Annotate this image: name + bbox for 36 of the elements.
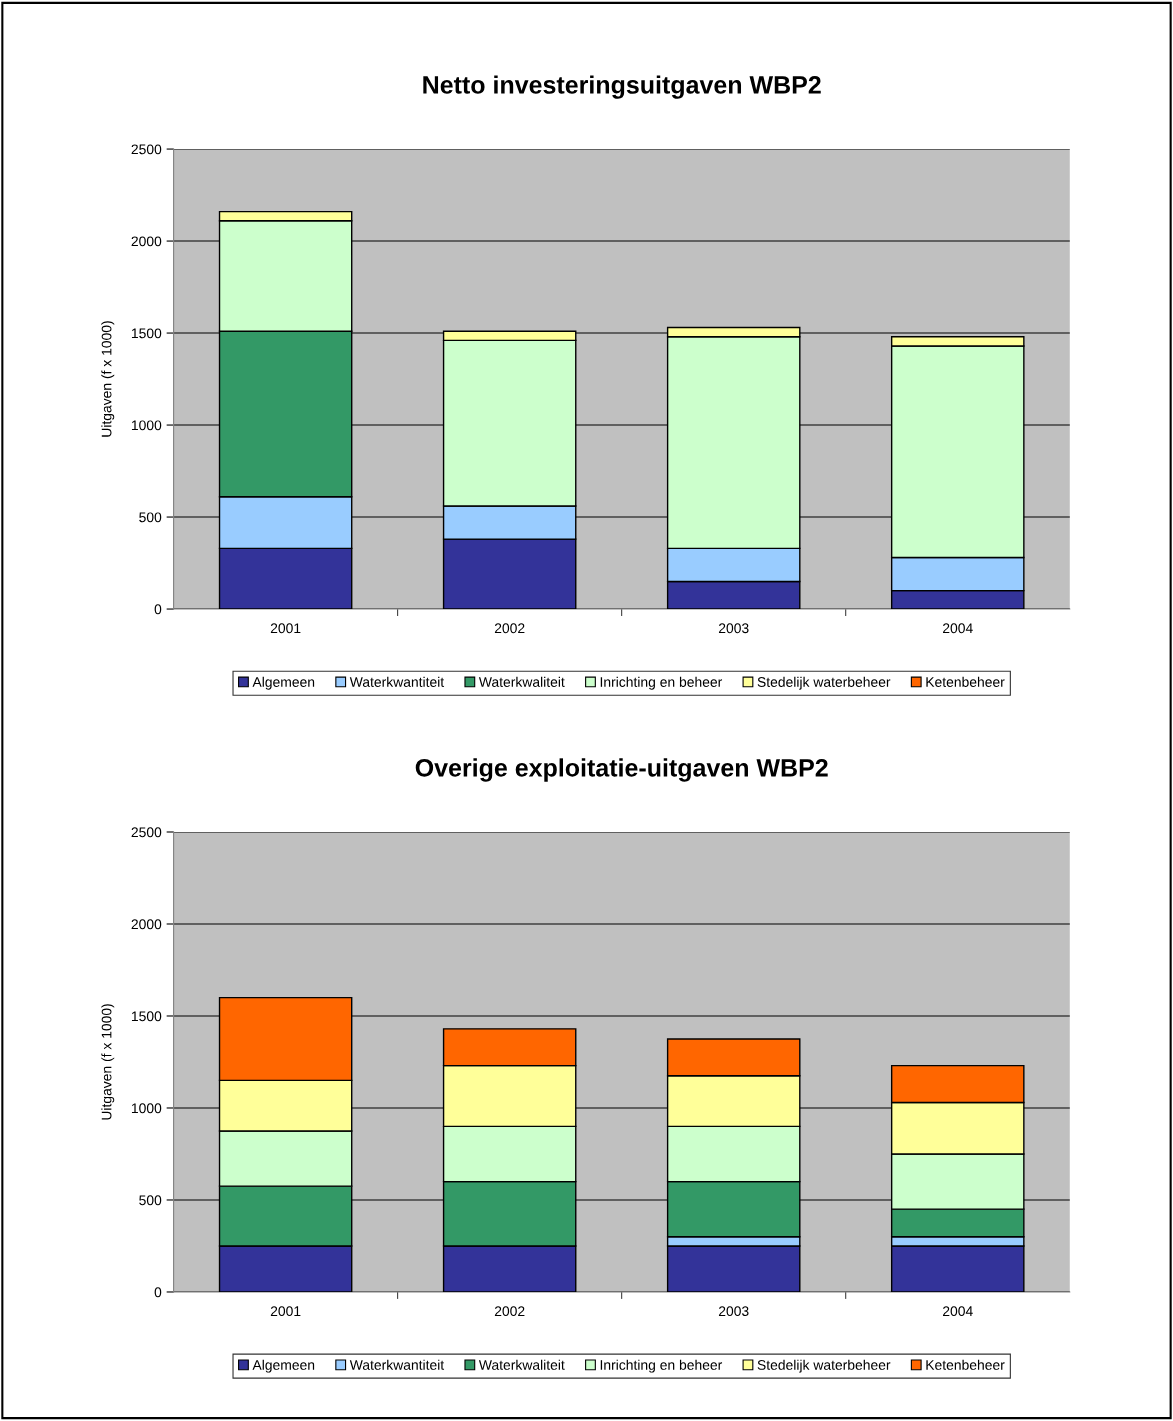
y-tick-label: 2500 [131,827,162,838]
y-tick-label: 0 [154,604,162,615]
y-tick-label: 0 [154,1287,162,1298]
y-tick-label: 2500 [131,144,162,155]
x-tick-label: 2004 [943,623,973,634]
legend-label: Waterkwaliteit [478,676,565,687]
x-tick-label: 2001 [270,623,301,634]
y-tick-label: 1500 [131,328,162,339]
y-tick-label: 500 [139,512,162,523]
x-tick-label: 2003 [718,1306,749,1317]
y-tick-label: 500 [139,1195,162,1206]
y-tick-label: 2000 [131,919,162,930]
legend-label: Ketenbeheer [926,676,1005,687]
y-axis-title: Uitgaven (f x 1000) [101,1004,115,1120]
y-tick-label: 1000 [131,420,162,431]
x-tick-label: 2002 [494,623,525,634]
chart-title: Overige exploitatie-uitgaven WBP2 [415,758,828,782]
x-tick-label: 2003 [718,623,749,634]
x-tick-label: 2001 [270,1306,301,1317]
x-tick-label: 2004 [943,1306,973,1317]
legend-label: Waterkwaliteit [478,1359,565,1370]
y-tick-label: 1000 [131,1103,162,1114]
legend-label: Stedelijk waterbeheer [757,1359,891,1373]
legend-label: Stedelijk waterbeheer [757,676,891,690]
y-tick-label: 1500 [131,1011,162,1022]
legend-label: Waterkwantiteit [349,1359,445,1370]
legend-label: Waterkwantiteit [349,676,445,687]
legend-label: Ketenbeheer [926,1359,1005,1370]
x-tick-label: 2002 [494,1306,525,1317]
chart-title: Netto investeringsuitgaven WBP2 [423,75,821,99]
y-axis-title: Uitgaven (f x 1000) [101,321,115,437]
legend-label: Algemeen [252,1359,315,1373]
legend-label: Algemeen [252,676,315,690]
y-tick-label: 2000 [131,236,162,247]
legend-label: Inrichting en beheer [600,1359,723,1373]
legend-label: Inrichting en beheer [600,676,723,690]
